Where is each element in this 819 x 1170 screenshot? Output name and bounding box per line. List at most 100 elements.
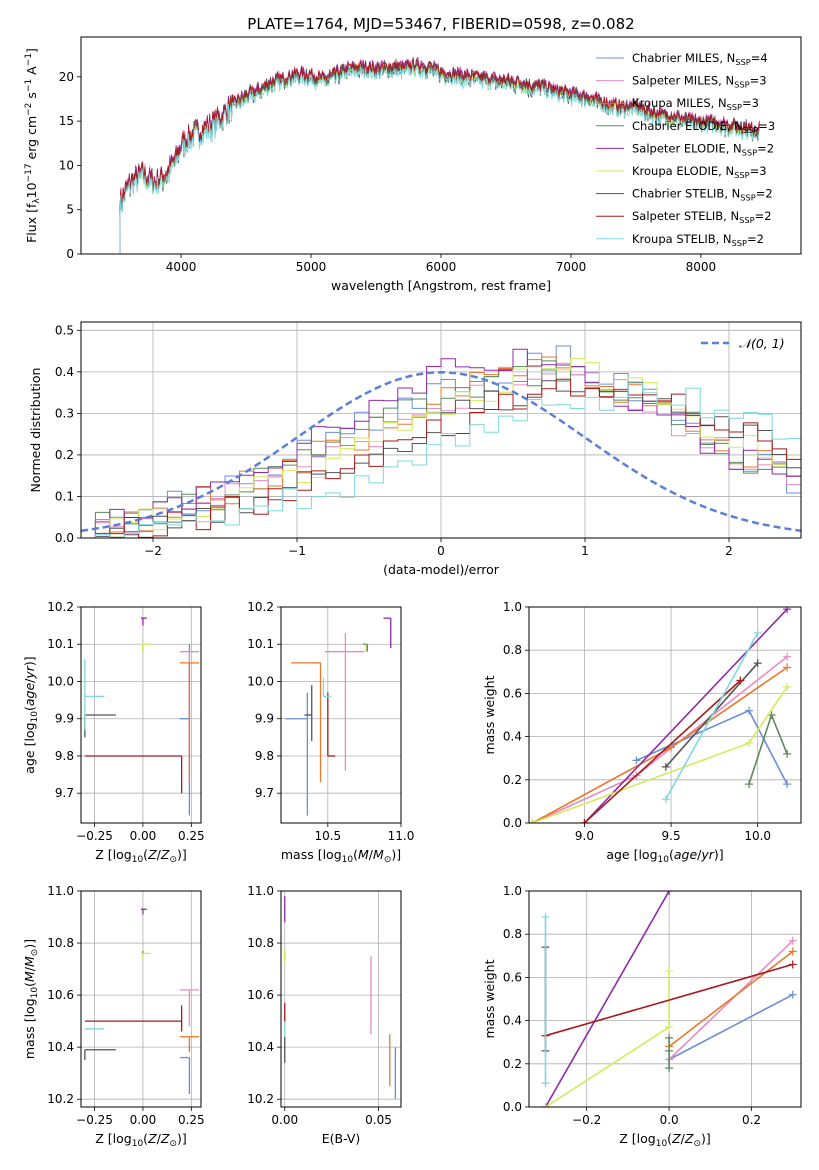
weight-marker — [788, 990, 797, 999]
massweight-vs-age-panel: 9.0 9.5 10.0 0.0 0.2 0.4 0.6 0.8 1.0 age [log10(a… — [482, 600, 802, 865]
x-axis-label: Z [log10(Z/Z⊙)] — [95, 847, 187, 865]
weight-marker — [783, 682, 792, 691]
errorbar-point-9 — [84, 659, 105, 730]
y-tick-label: 10.2 — [47, 600, 74, 614]
y-tick-label: 11.0 — [47, 884, 74, 898]
x-tick-label: 11.0 — [388, 829, 415, 843]
plot-area — [285, 617, 392, 816]
age-vs-metallicity-panel: −0.25 0.00 0.25 9.7 9.8 9.9 10.0 10.1 10.2 Z [log… — [22, 600, 205, 865]
y-tick-label: 10.2 — [247, 1092, 274, 1106]
errorbar-point-3 — [291, 662, 322, 783]
x-tick-label: 10.0 — [744, 829, 771, 843]
x-axis-label: mass [log10(M/M⊙)] — [281, 847, 401, 865]
x-tick-label: 0.00 — [130, 1113, 157, 1127]
y-tick-label: 10.2 — [47, 1092, 74, 1106]
y-tick-label: 9.8 — [55, 749, 74, 763]
y-tick-label: 0.0 — [503, 1100, 522, 1114]
histogram-4 — [81, 360, 801, 538]
errorbar-point-5 — [383, 617, 392, 648]
weight-marker — [745, 706, 754, 715]
y-tick-label: 0.2 — [503, 773, 522, 787]
axes-frame — [80, 36, 802, 255]
axes-frame — [528, 606, 802, 824]
y-tick-label: 0.8 — [503, 927, 522, 941]
x-tick-label: 0.25 — [178, 1113, 205, 1127]
y-tick-label: 0.5 — [55, 323, 74, 337]
y-tick-label: 0.1 — [55, 489, 74, 503]
x-tick-label: 5000 — [296, 260, 327, 274]
errorbar-point-6 — [141, 643, 151, 652]
x-tick-label: −2 — [144, 544, 162, 558]
y-tick-label: 10.6 — [247, 988, 274, 1002]
weight-marker — [541, 912, 550, 921]
weight-marker — [665, 891, 674, 895]
residuals-panel: −2 −1 0 1 2 0.0 0.1 0.2 0.3 0.4 0.5 (data-model)/er… — [28, 321, 802, 577]
weight-marker — [753, 628, 762, 637]
errorbar-point-7 — [304, 685, 313, 742]
x-axis-label: (data-model)/error — [383, 562, 500, 577]
x-tick-label: 0 — [437, 544, 445, 558]
weight-marker — [661, 795, 670, 804]
x-axis-label: age [log10(age/yr)] — [606, 847, 723, 865]
histogram-3 — [81, 356, 801, 538]
y-axis-label: mass weight — [482, 959, 497, 1038]
y-tick-label: 0.0 — [55, 531, 74, 545]
weight-marker — [665, 966, 674, 975]
x-tick-label: 0.05 — [365, 1113, 392, 1127]
age-vs-mass-panel: 10.5 11.0 9.7 9.8 9.9 10.0 10.1 10.2 mass [log10… — [247, 600, 414, 865]
y-axis-label: Normed distribution — [28, 368, 43, 493]
plot-area — [84, 908, 200, 1094]
errorbar-point-2 — [324, 633, 365, 771]
weight-marker — [745, 739, 754, 748]
y-tick-label: 9.7 — [55, 786, 74, 800]
y-axis-label: age [log10(age/yr)] — [22, 656, 40, 773]
spectrum-line-4 — [119, 61, 760, 254]
y-tick-label: 9.9 — [255, 712, 274, 726]
legend-label-9: Kroupa STELIB, NSSP=2 — [632, 232, 764, 248]
x-tick-label: 6000 — [426, 260, 457, 274]
weight-marker — [788, 947, 797, 956]
axes-frame — [80, 890, 202, 1108]
weight-marker — [665, 1046, 674, 1055]
y-tick-label: 10.8 — [247, 936, 274, 950]
x-tick-label: 9.5 — [662, 829, 681, 843]
mass-vs-ebv-panel: 0.00 0.05 10.2 10.4 10.6 10.8 11.0 E(B-V) — [247, 884, 402, 1146]
y-tick-label: 0.6 — [503, 970, 522, 984]
x-axis-label: Z [log10(Z/Z⊙)] — [619, 1131, 711, 1149]
x-tick-label: −1 — [288, 544, 306, 558]
x-tick-label: 9.0 — [575, 829, 594, 843]
histogram-9 — [81, 382, 801, 538]
y-tick-label: 9.8 — [255, 749, 274, 763]
y-tick-label: 1.0 — [503, 884, 522, 898]
x-tick-label: 1 — [581, 544, 589, 558]
x-axis-label: Z [log10(Z/Z⊙)] — [95, 1131, 187, 1149]
y-axis-label: mass [log10(M/M⊙)] — [22, 939, 40, 1059]
axes-frame — [80, 606, 202, 824]
x-axis-label: E(B-V) — [322, 1131, 361, 1146]
y-tick-label: 9.7 — [255, 786, 274, 800]
legend-label-normal: 𝒩(0, 1) — [739, 336, 785, 351]
axes-frame — [280, 890, 402, 1108]
weight-line-5 — [583, 608, 788, 823]
axes-frame — [80, 321, 802, 539]
y-tick-label: 10.4 — [47, 1040, 74, 1054]
y-tick-label: 0.2 — [503, 1057, 522, 1071]
weight-marker — [783, 607, 792, 614]
errorbar-point-4 — [362, 643, 368, 652]
y-tick-label: 0.2 — [55, 448, 74, 462]
errorbar-point-9 — [322, 677, 331, 698]
errorbar-point-8 — [84, 755, 183, 794]
y-tick-label: 10.4 — [247, 1040, 274, 1054]
weight-marker — [632, 756, 641, 765]
weight-line-2 — [668, 940, 794, 1061]
y-tick-label: 5 — [66, 203, 74, 217]
weight-marker — [753, 659, 762, 668]
y-tick-label: 15 — [59, 114, 74, 128]
weight-marker — [783, 780, 792, 789]
x-tick-label: 0.2 — [742, 1113, 761, 1127]
normal-reference-curve — [81, 371, 801, 532]
y-tick-label: 10.6 — [47, 988, 74, 1002]
plot-area — [284, 896, 397, 1100]
x-tick-label: 10.5 — [314, 829, 341, 843]
mass-vs-metallicity-panel: −0.25 0.00 0.25 10.2 10.4 10.6 10.8 11.0 Z [log1… — [22, 884, 205, 1149]
